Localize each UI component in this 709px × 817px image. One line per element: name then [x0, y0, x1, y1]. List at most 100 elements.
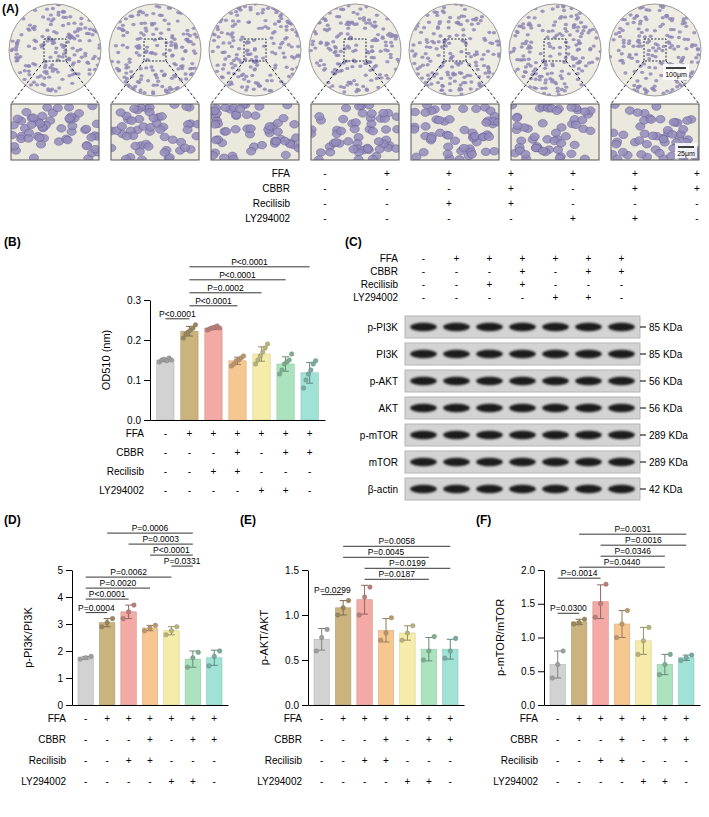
cell — [580, 108, 589, 116]
cell — [470, 132, 479, 140]
cell — [521, 42, 525, 45]
treatment-sign: + — [553, 253, 559, 264]
cell — [442, 11, 446, 14]
cell — [533, 16, 537, 19]
cell — [258, 84, 262, 87]
label-patch — [663, 64, 689, 80]
micrograph-rim — [9, 4, 101, 96]
treatment-name: FFA — [126, 428, 145, 439]
blot-strip — [405, 316, 640, 338]
label-patch — [675, 143, 697, 158]
blot-band — [575, 404, 602, 412]
cell — [414, 52, 418, 55]
cell — [426, 63, 430, 66]
blot-band — [476, 485, 503, 493]
zoom-image — [111, 104, 199, 160]
cell — [42, 76, 46, 79]
size-tick — [640, 489, 646, 490]
cell — [357, 89, 361, 92]
blot-band — [575, 485, 602, 493]
treatment-sign: - — [695, 198, 698, 209]
zoom-link — [266, 61, 299, 104]
error-bar — [189, 651, 196, 667]
cell — [622, 39, 626, 42]
blot-name: AKT — [379, 403, 398, 414]
treatment-sign: - — [633, 198, 636, 209]
cell — [129, 70, 133, 73]
data-point — [289, 352, 294, 357]
data-point — [309, 368, 314, 373]
zoom-frame — [611, 104, 699, 160]
cell — [227, 55, 231, 58]
cell — [560, 34, 564, 37]
cell — [186, 32, 190, 35]
cell — [661, 23, 665, 26]
cell — [68, 122, 77, 130]
blot-band — [608, 458, 635, 466]
blot-strip — [405, 397, 640, 419]
treatment-sign: + — [586, 253, 592, 264]
data-point — [164, 633, 169, 638]
cell — [72, 53, 76, 56]
cell — [168, 136, 177, 144]
data-point — [260, 350, 265, 355]
cell — [131, 23, 135, 26]
treatment-sign: - — [422, 266, 425, 277]
cell — [467, 151, 476, 159]
cell — [460, 126, 469, 134]
cell — [339, 50, 343, 53]
cell — [375, 146, 384, 154]
cell — [657, 47, 661, 50]
cell — [51, 69, 55, 72]
y-axis: 012345 — [57, 565, 72, 711]
cell — [482, 119, 491, 127]
cell — [441, 85, 445, 88]
blot-band — [542, 404, 569, 412]
cell — [121, 34, 125, 37]
cell — [54, 89, 58, 92]
cell — [16, 56, 20, 59]
y-tick: 1 — [57, 673, 72, 684]
comparison-label: P<0.0001 — [195, 296, 232, 306]
cell — [480, 57, 484, 60]
treatment-sign: - — [284, 466, 287, 477]
cell — [290, 67, 294, 70]
cell — [552, 107, 561, 115]
cell — [476, 22, 480, 25]
cell — [122, 28, 126, 31]
cell — [67, 56, 71, 59]
cell — [628, 53, 632, 56]
cell — [234, 10, 238, 13]
comparison-label: P<0.0001 — [219, 270, 256, 280]
cell — [53, 104, 62, 112]
cell — [544, 78, 548, 81]
cell — [185, 29, 189, 32]
cell — [487, 31, 491, 34]
zoom-square — [444, 39, 466, 61]
cell — [552, 24, 556, 27]
cell — [142, 91, 146, 94]
cell — [523, 70, 527, 73]
cell — [690, 60, 694, 63]
cell — [442, 6, 446, 9]
y-tick-mark — [144, 420, 150, 421]
cell — [516, 67, 520, 70]
cell — [447, 42, 451, 45]
cell — [459, 88, 463, 91]
blot-band — [608, 431, 635, 439]
micrograph-rim — [409, 4, 501, 96]
blot-band — [608, 485, 635, 493]
cell — [637, 34, 641, 37]
blot-band — [443, 485, 470, 493]
cell — [127, 117, 136, 125]
cell — [79, 17, 83, 20]
cell — [263, 19, 267, 22]
cell — [139, 74, 143, 77]
cell — [91, 28, 95, 31]
cell — [486, 107, 495, 115]
cell — [46, 87, 50, 90]
cell — [694, 56, 698, 59]
micrograph-rim — [109, 4, 201, 96]
comparison-label: P=0.0020 — [100, 578, 137, 588]
treatment-sign: - — [422, 253, 425, 264]
